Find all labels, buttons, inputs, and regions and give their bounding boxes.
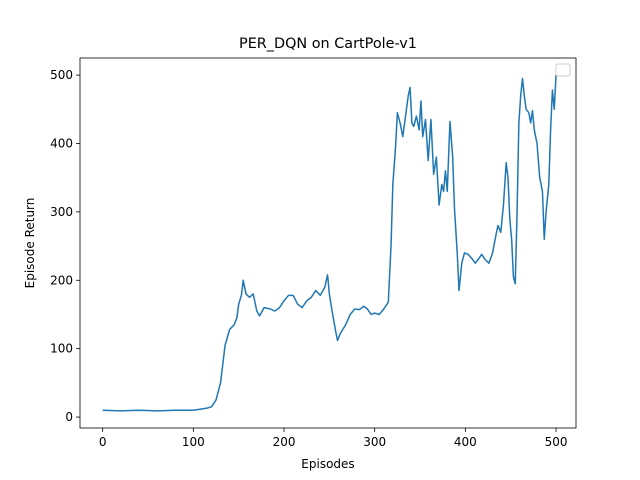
x-tick-label: 500	[545, 435, 568, 449]
y-tick-label: 100	[50, 342, 73, 356]
y-tick-label: 200	[50, 273, 73, 287]
x-tick-label: 400	[454, 435, 477, 449]
x-tick-label: 200	[273, 435, 296, 449]
plot-area	[102, 75, 557, 412]
y-axis-label: Episode Return	[23, 198, 37, 289]
y-tick-label: 400	[50, 136, 73, 150]
y-tick-label: 300	[50, 205, 73, 219]
x-tick-label: 300	[363, 435, 386, 449]
x-tick-label: 100	[182, 435, 205, 449]
axes-frame	[79, 57, 577, 429]
line-series	[102, 75, 557, 412]
legend-box	[555, 63, 571, 77]
y-tick-label: 0	[65, 410, 73, 424]
x-axis-label: Episodes	[301, 457, 354, 471]
y-tick-label: 500	[50, 68, 73, 82]
x-tick-label: 0	[99, 435, 107, 449]
chart-title: PER_DQN on CartPole-v1	[239, 36, 417, 52]
